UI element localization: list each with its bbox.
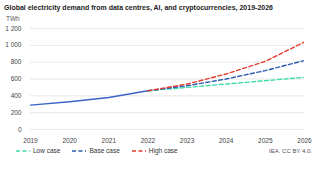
svg-text:200: 200 <box>11 109 22 116</box>
html-text:Global electricity demand from: Global electricity demand from data cent… <box>4 4 273 11</box>
html-text:Low case: Low case <box>33 147 61 154</box>
html-text:IEA. CC BY 4.0.: IEA. CC BY 4.0. <box>269 148 312 154</box>
html-text:High case: High case <box>148 147 178 154</box>
svg-text:2023: 2023 <box>180 137 195 144</box>
svg-text:800: 800 <box>11 58 22 65</box>
svg-text:1 200: 1 200 <box>5 25 22 32</box>
svg-text:2024: 2024 <box>219 137 234 144</box>
svg-text:2019: 2019 <box>23 137 38 144</box>
svg-text:400: 400 <box>11 92 22 99</box>
svg-text:2026: 2026 <box>297 137 312 144</box>
html-text:TWh: TWh <box>6 15 20 22</box>
svg-text:2022: 2022 <box>141 137 156 144</box>
svg-text:2025: 2025 <box>258 137 273 144</box>
html-text:Base case: Base case <box>89 147 120 154</box>
svg-text:1 000: 1 000 <box>5 41 22 48</box>
svg-text:2021: 2021 <box>102 137 117 144</box>
svg-text:0: 0 <box>18 126 22 133</box>
svg-text:2020: 2020 <box>62 137 77 144</box>
svg-text:600: 600 <box>11 75 22 82</box>
